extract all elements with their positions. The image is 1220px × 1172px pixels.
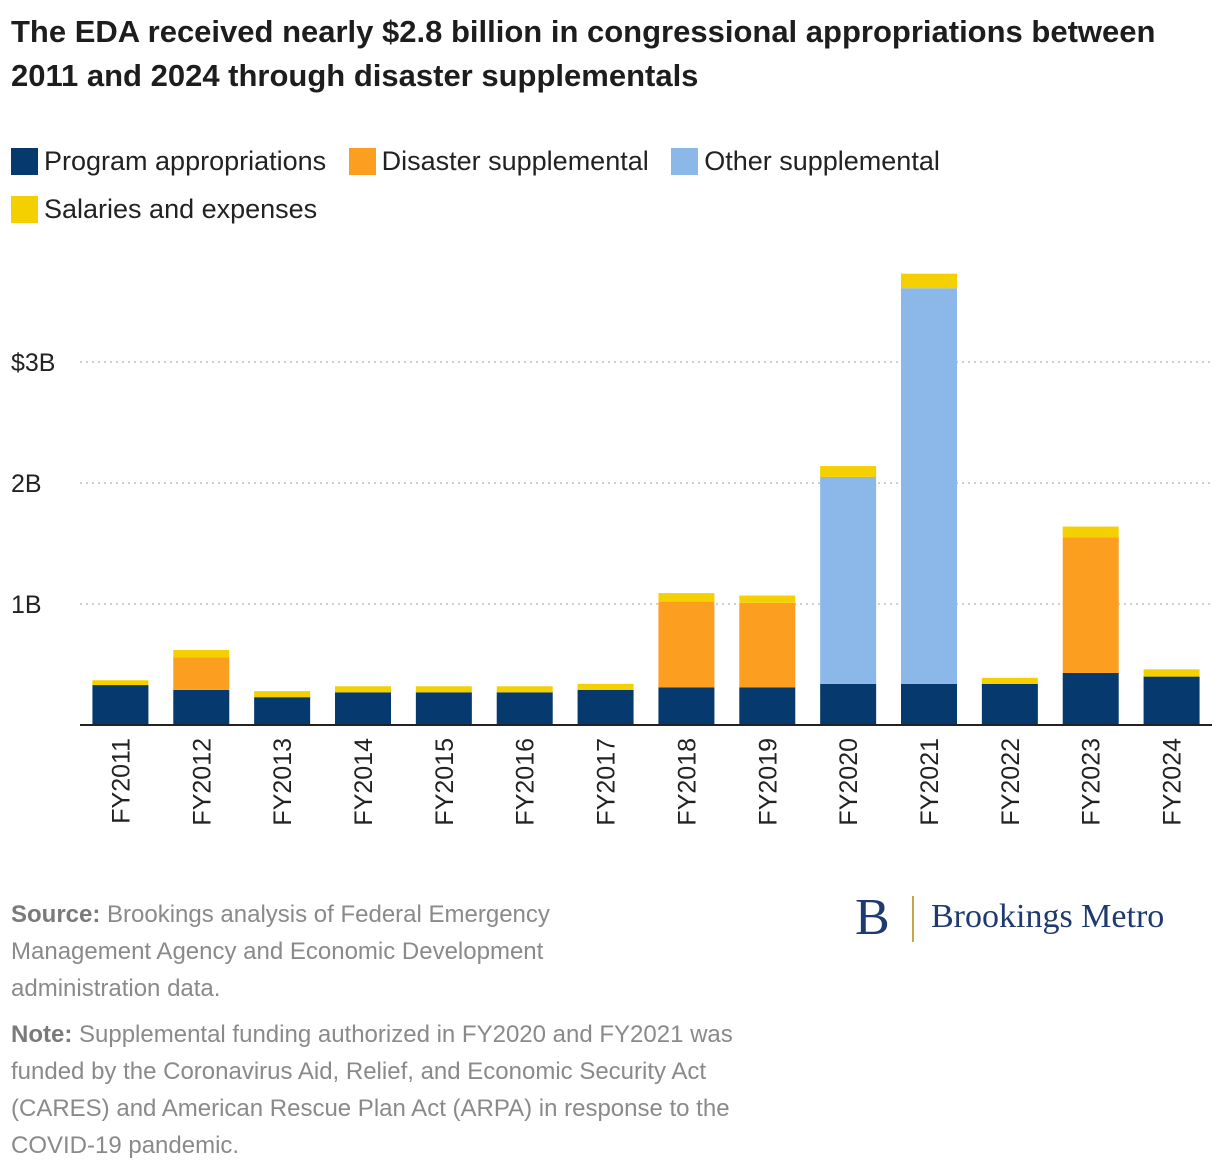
bar-FY2019-salaries-and-expenses xyxy=(739,595,796,603)
bar-FY2019-program-appropriations xyxy=(739,687,796,725)
bar-FY2014-salaries-and-expenses xyxy=(335,686,391,693)
bar-FY2018-salaries-and-expenses xyxy=(658,593,715,602)
legend-item-disaster: Disaster supplemental xyxy=(348,146,649,194)
legend-label-program: Program appropriations xyxy=(44,146,327,176)
bar-FY2017-salaries-and-expenses xyxy=(577,683,634,690)
y-tick-label-2: $3B xyxy=(11,349,55,377)
bar-FY2020-program-appropriations xyxy=(820,683,877,725)
note-text: Supplemental funding authorized in FY202… xyxy=(11,1021,733,1159)
legend-item-program: Program appropriations xyxy=(11,146,326,194)
bar-FY2023-disaster-supplemental xyxy=(1062,537,1119,673)
bar-FY2021-program-appropriations xyxy=(901,683,957,725)
legend-swatch-disaster xyxy=(348,148,376,175)
bar-FY2024-salaries-and-expenses xyxy=(1143,669,1200,677)
y-tick-label-0: 1B xyxy=(11,591,42,619)
bar-FY2011-program-appropriations xyxy=(92,685,149,725)
bar-FY2014-program-appropriations xyxy=(335,692,391,725)
logo-divider xyxy=(912,896,914,942)
bar-FY2023-program-appropriations xyxy=(1062,672,1119,725)
legend: Program appropriations Disaster suppleme… xyxy=(11,146,1201,242)
bar-FY2020-other-supplemental xyxy=(820,476,877,684)
bar-FY2021-other-supplemental xyxy=(901,288,957,684)
bar-FY2020-salaries-and-expenses xyxy=(820,466,877,477)
chart-title: The EDA received nearly $2.8 billion in … xyxy=(11,14,1156,93)
bar-FY2011-salaries-and-expenses xyxy=(92,680,149,686)
logo-text: Brookings Metro xyxy=(931,898,1165,935)
legend-label-disaster: Disaster supplemental xyxy=(381,146,649,176)
bar-FY2012-disaster-supplemental xyxy=(173,657,230,690)
bar-FY2016-program-appropriations xyxy=(496,692,553,725)
x-tick-label-FY2021: FY2021 xyxy=(916,738,944,826)
x-tick-label-FY2023: FY2023 xyxy=(1078,738,1106,826)
x-tick-label-FY2013: FY2013 xyxy=(269,738,297,826)
bar-FY2017-program-appropriations xyxy=(577,689,634,725)
x-tick-label-FY2024: FY2024 xyxy=(1159,738,1187,826)
x-tick-label-FY2018: FY2018 xyxy=(673,738,701,826)
legend-swatch-other xyxy=(671,148,699,175)
bar-FY2012-program-appropriations xyxy=(173,689,230,725)
legend-swatch-program xyxy=(11,148,38,175)
bar-FY2016-salaries-and-expenses xyxy=(496,686,553,693)
x-tick-label-FY2022: FY2022 xyxy=(997,738,1025,826)
x-tick-label-FY2016: FY2016 xyxy=(512,738,540,826)
bar-FY2022-salaries-and-expenses xyxy=(981,677,1038,684)
bar-FY2013-salaries-and-expenses xyxy=(254,691,311,698)
bar-FY2013-program-appropriations xyxy=(254,697,311,725)
bar-FY2018-disaster-supplemental xyxy=(658,601,715,688)
x-tick-label-FY2020: FY2020 xyxy=(835,738,863,826)
bar-FY2022-program-appropriations xyxy=(981,683,1038,725)
bar-FY2021-salaries-and-expenses xyxy=(901,273,957,289)
bar-FY2023-salaries-and-expenses xyxy=(1062,526,1119,538)
x-tick-label-FY2015: FY2015 xyxy=(431,738,459,826)
bar-FY2015-salaries-and-expenses xyxy=(415,686,472,693)
legend-label-salaries: Salaries and expenses xyxy=(44,194,318,224)
footnote: Note: Supplemental funding authorized in… xyxy=(11,1016,811,1164)
logo-mark: B xyxy=(855,889,890,946)
x-tick-label-FY2014: FY2014 xyxy=(350,738,378,826)
legend-label-other: Other supplemental xyxy=(704,146,940,176)
bar-chart: 1B 2B $3B FY2011 FY2012 FY2013 FY2014 FY2015 FY2… xyxy=(11,273,1212,826)
x-tick-label-FY2019: FY2019 xyxy=(754,738,782,826)
y-tick-label-1: 2B xyxy=(11,470,42,498)
x-tick-label-FY2011: FY2011 xyxy=(107,738,135,824)
source-note: Source: Brookings analysis of Federal Em… xyxy=(11,896,671,1007)
bar-FY2018-program-appropriations xyxy=(658,687,715,725)
source-label: Source: xyxy=(11,901,101,928)
bar-FY2012-salaries-and-expenses xyxy=(173,649,230,658)
note-label: Note: xyxy=(11,1021,73,1048)
legend-item-salaries: Salaries and expenses xyxy=(11,194,317,242)
bar-FY2024-program-appropriations xyxy=(1143,676,1200,725)
x-tick-label-FY2017: FY2017 xyxy=(593,738,621,826)
legend-item-other: Other supplemental xyxy=(671,146,940,194)
legend-swatch-salaries xyxy=(11,196,38,223)
source-text: Brookings analysis of Federal Emergency … xyxy=(11,901,550,1002)
x-tick-label-FY2012: FY2012 xyxy=(188,738,216,826)
bar-FY2015-program-appropriations xyxy=(415,692,472,725)
bar-FY2019-disaster-supplemental xyxy=(739,602,796,688)
